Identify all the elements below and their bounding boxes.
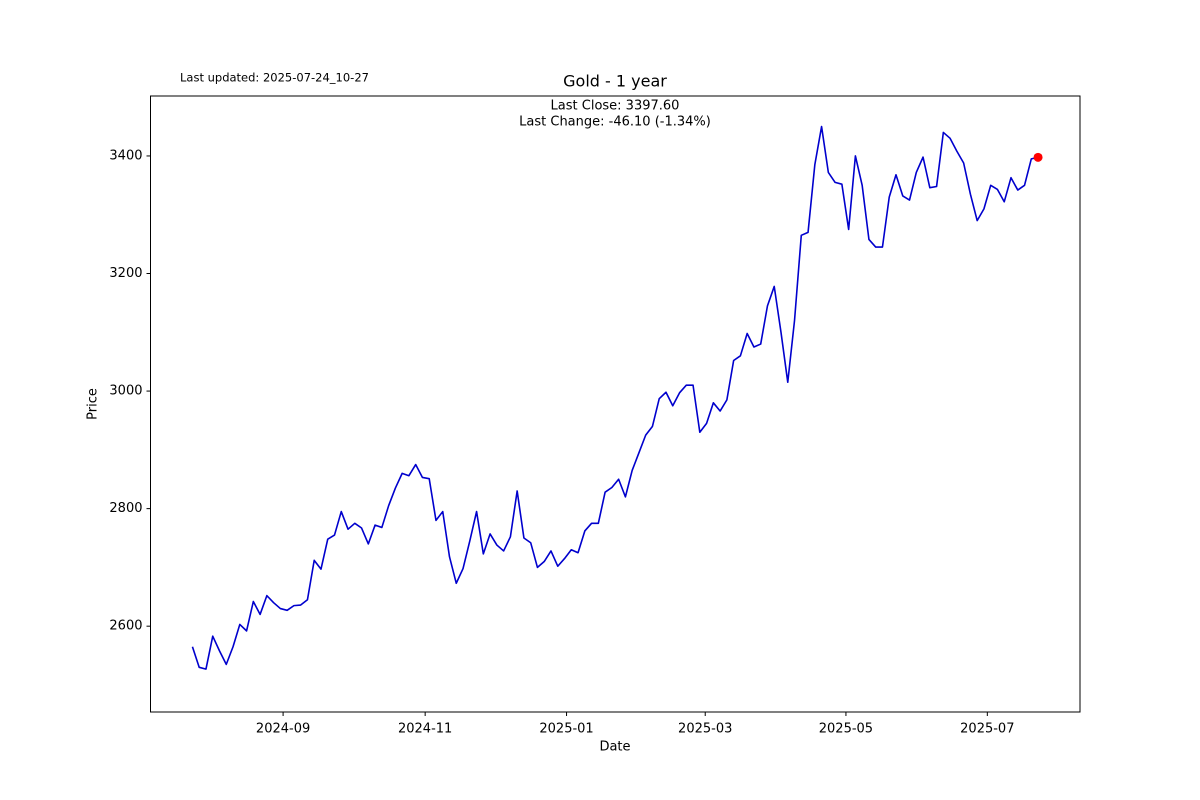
chart-title: Gold - 1 year bbox=[563, 72, 667, 91]
y-tick-label: 3000 bbox=[109, 384, 142, 399]
plot-frame bbox=[150, 95, 1081, 713]
y-tick-label: 2800 bbox=[109, 501, 142, 516]
y-tick-label: 3400 bbox=[109, 148, 142, 163]
x-tick-label: 2025-05 bbox=[819, 722, 873, 737]
x-tick-label: 2025-07 bbox=[960, 722, 1014, 737]
x-tick-label: 2024-09 bbox=[256, 722, 310, 737]
annotation: Last Close: 3397.60 bbox=[551, 99, 680, 114]
annotation: Last Change: -46.10 (-1.34%) bbox=[519, 115, 711, 130]
y-axis-label: Price bbox=[86, 388, 101, 420]
y-tick-label: 3200 bbox=[109, 266, 142, 281]
last-updated: Last updated: 2025-07-24_10-27 bbox=[180, 71, 369, 85]
last-close-marker bbox=[1033, 152, 1043, 162]
y-tick-label: 2600 bbox=[109, 619, 142, 634]
price-line bbox=[191, 125, 1039, 670]
x-tick-label: 2025-03 bbox=[678, 722, 732, 737]
x-tick-label: 2024-11 bbox=[398, 722, 452, 737]
x-axis-label: Date bbox=[599, 740, 630, 755]
x-tick-label: 2025-01 bbox=[539, 722, 593, 737]
